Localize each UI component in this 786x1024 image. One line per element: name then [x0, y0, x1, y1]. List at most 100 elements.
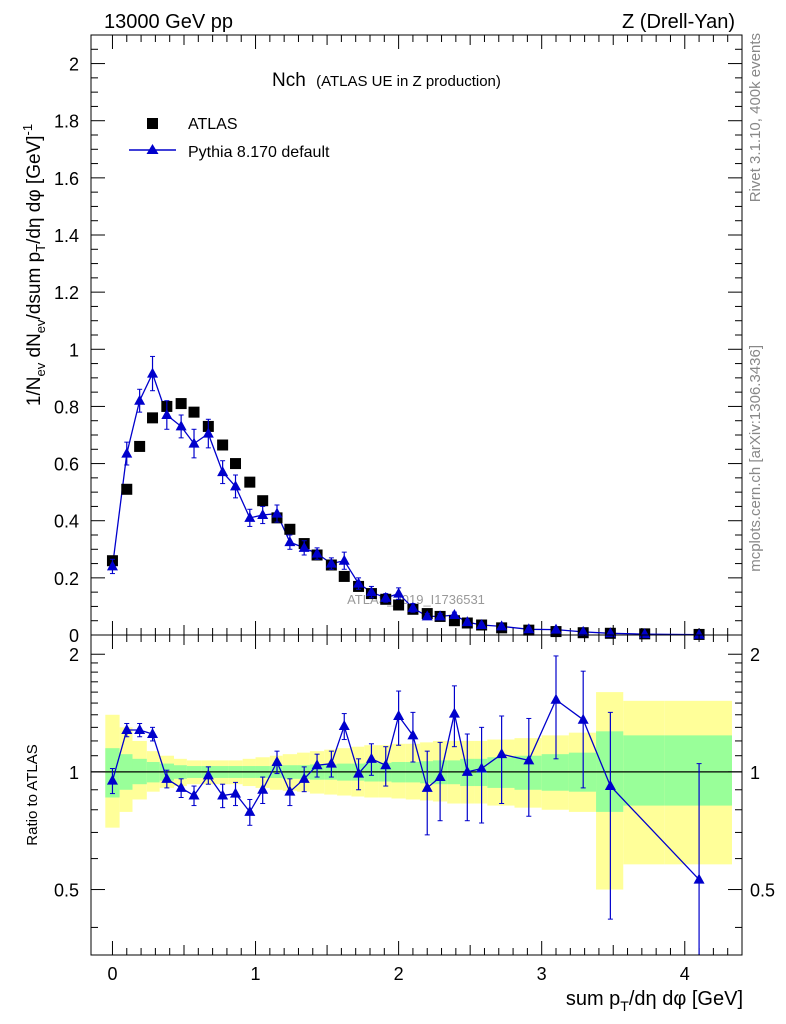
pythia-point — [407, 601, 419, 612]
pythia-ratio-point — [496, 748, 508, 759]
main-panel: 00.20.40.60.811.21.41.61.82 ATLAS_2019_I… — [20, 34, 743, 646]
ratio-xtick-label: 2 — [394, 964, 404, 984]
ratio-ytick-label: 1 — [69, 763, 79, 783]
header-left: 13000 GeV pp — [104, 11, 233, 33]
pythia-point — [325, 557, 337, 568]
pythia-point — [393, 587, 405, 598]
ratio-ytick-label-right: 1 — [750, 763, 760, 783]
main-ytick-label: 0.8 — [54, 397, 79, 417]
pythia-point — [577, 625, 589, 636]
legend-atlas-marker — [147, 118, 158, 129]
pythia-ratio-point — [230, 787, 242, 798]
pythia-ratio-point — [161, 772, 173, 783]
pythia-ratio-point — [338, 720, 350, 731]
pythia-ratio-point — [134, 723, 146, 734]
ratio-xtick-label: 4 — [680, 964, 690, 984]
pythia-ratio-point — [284, 785, 296, 796]
pythia-point — [217, 466, 229, 477]
pythia-point — [448, 609, 460, 619]
pythia-ratio-point — [523, 754, 535, 765]
main-ytick-label: 1.6 — [54, 169, 79, 189]
ratio-marks — [106, 655, 705, 955]
pythia-point — [693, 628, 705, 639]
pythia-ratio-point — [448, 707, 460, 718]
pythia-point — [476, 619, 488, 629]
pythia-ratio-line — [111, 698, 700, 881]
pythia-point — [284, 536, 296, 547]
ratio-ytick-label: 0.5 — [54, 881, 79, 901]
pythia-ratio-point — [434, 771, 446, 782]
atlas-point — [448, 615, 460, 627]
band-green — [664, 735, 732, 806]
pythia-point — [147, 367, 159, 378]
pythia-ratio-point — [461, 765, 473, 776]
pythia-point — [421, 610, 433, 621]
band-green — [487, 757, 515, 788]
atlas-point — [217, 439, 229, 451]
pythia-point — [434, 610, 446, 621]
atlas-point — [257, 495, 269, 507]
ratio-ytick-label-right: 0.5 — [750, 881, 775, 901]
plot-title: Nch (ATLAS UE in Z production) — [272, 70, 501, 91]
plot-title-main: Nch — [272, 70, 306, 91]
ratio-panel: 0.5 0.5 1 1 2 2 0 1 2 3 4 Ratio to ATLAS sum pT/dη… — [24, 634, 775, 1014]
main-ytick-label: 0.2 — [54, 569, 79, 589]
main-ytick-label: 1.8 — [54, 112, 79, 132]
pythia-ratio-point — [121, 723, 133, 734]
main-ytick-label: 2 — [69, 55, 79, 75]
main-ytick-label: 1.4 — [54, 226, 79, 246]
ratio-xtick-label: 1 — [251, 964, 261, 984]
pythia-point — [461, 616, 473, 627]
ratio-ticks: 0.5 0.5 1 1 2 2 0 1 2 3 4 — [54, 635, 775, 984]
plot-title-sub: (ATLAS UE in Z production) — [316, 73, 501, 90]
pythia-point — [523, 623, 535, 634]
legend-pythia-marker — [146, 144, 159, 154]
pythia-ratio-point — [325, 757, 337, 768]
pythia-ratio-point — [550, 693, 562, 704]
pythia-ratio-point — [106, 774, 118, 785]
pythia-point — [380, 591, 392, 602]
atlas-point — [244, 476, 256, 488]
pythia-ratio-point — [147, 728, 159, 739]
atlas-point — [393, 599, 405, 611]
pythia-ratio-point — [271, 755, 283, 766]
atlas-point — [121, 483, 133, 495]
ratio-bands — [105, 692, 732, 890]
pythia-point — [121, 447, 133, 458]
pythia-point — [257, 509, 269, 519]
pythia-point — [353, 577, 365, 588]
header-right: Z (Drell-Yan) — [622, 11, 735, 33]
pythia-ratio-point — [693, 873, 705, 884]
pythia-point — [106, 560, 118, 571]
pythia-point — [161, 409, 173, 419]
ratio-xtick-label: 0 — [107, 964, 117, 984]
main-ytick-label: 0.6 — [54, 455, 79, 475]
pythia-ratio-point — [188, 789, 200, 800]
mcplots-info: mcplots.cern.ch [arXiv:1306.3436] — [747, 345, 764, 572]
pythia-ratio-point — [175, 781, 187, 792]
atlas-point — [147, 412, 159, 424]
main-ytick-label: 0.4 — [54, 512, 79, 532]
pythia-ratio-point — [380, 759, 392, 770]
pythia-point — [202, 427, 214, 438]
legend-atlas-label: ATLAS — [188, 116, 238, 133]
pythia-ratio-point — [298, 772, 310, 783]
ratio-xlabel: sum pT/dη dφ [GeV] — [566, 988, 743, 1014]
ratio-xtick-label: 3 — [537, 964, 547, 984]
pythia-point — [175, 420, 187, 431]
main-ytick-label: 0 — [69, 626, 79, 646]
main-ytick-label: 1.2 — [54, 283, 79, 303]
pythia-ratio-point — [421, 781, 433, 792]
ratio-ylabel: Ratio to ATLAS — [24, 744, 41, 845]
band-green — [623, 735, 665, 806]
main-ytick-label: 1 — [69, 340, 79, 360]
pythia-ratio-point — [257, 783, 269, 794]
pythia-ratio-point — [476, 762, 488, 773]
pythia-point — [230, 480, 242, 491]
atlas-point — [230, 458, 242, 470]
main-ticks: 0 0.2 0.4 0.6 0.8 1 1.2 1.4 1.6 1.8 2 — [54, 34, 742, 646]
pythia-ratio-point — [353, 767, 365, 778]
pythia-ratio-point — [202, 769, 214, 780]
pythia-point — [311, 547, 323, 558]
